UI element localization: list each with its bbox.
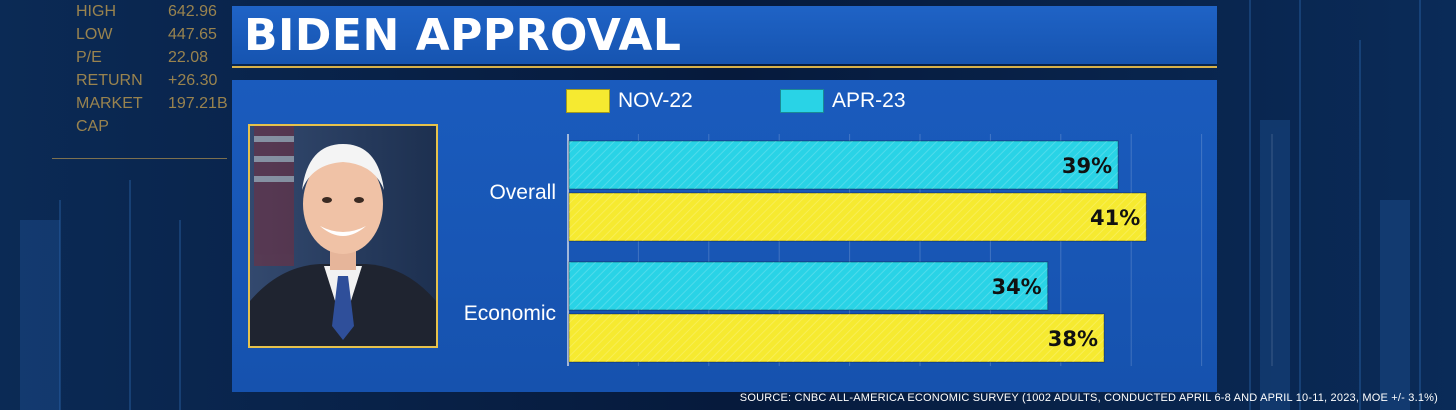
ticker-value: 197.21B (168, 95, 228, 112)
portrait-illustration (250, 126, 436, 346)
chart-title: BIDEN APPROVAL (244, 10, 682, 61)
ticker-value: 447.65 (168, 26, 217, 43)
data-label-economic-apr-23: 34% (991, 275, 1041, 299)
data-label-overall-nov-22: 41% (1090, 206, 1140, 230)
bar-hatch (569, 193, 1147, 241)
ticker-row: LOW 447.65 (76, 23, 248, 46)
ticker-row: P/E 22.08 (76, 46, 248, 69)
ticker-label: LOW (76, 26, 113, 43)
ticker-label: MARKET CAP (76, 95, 143, 135)
title-bar: BIDEN APPROVAL (232, 6, 1217, 64)
legend-swatch-nov-22 (566, 89, 610, 113)
legend-item-nov-22: NOV-22 (566, 89, 693, 113)
ticker-value: 22.08 (168, 49, 209, 66)
ticker-row: HIGH 642.96 (76, 0, 248, 23)
portrait-photo (248, 124, 438, 348)
ticker-value: 642.96 (168, 3, 217, 20)
category-labels: Overall Economic (464, 181, 556, 325)
legend-label-nov-22: NOV-22 (618, 89, 693, 112)
legend-swatch-apr-23 (780, 89, 824, 113)
bar-hatch (569, 314, 1105, 362)
category-label-overall: Overall (489, 181, 556, 204)
stock-ticker-overlay: HIGH 642.96 LOW 447.65 P/E 22.08 RETURN +26.… (76, 0, 248, 138)
ticker-label: RETURN (76, 72, 143, 89)
bar-hatch (569, 141, 1119, 189)
data-label-economic-nov-22: 38% (1048, 327, 1098, 351)
source-note: SOURCE: CNBC ALL-AMERICA ECONOMIC SURVEY… (739, 392, 1438, 404)
ticker-row: MARKET CAP 197.21B (76, 92, 248, 138)
data-label-overall-apr-23: 39% (1062, 154, 1112, 178)
legend-item-apr-23: APR-23 (780, 89, 906, 113)
chart-bars: 39% 41% 34% 38% (568, 140, 1147, 363)
ticker-divider (52, 158, 227, 159)
legend-label-apr-23: APR-23 (832, 89, 906, 112)
ticker-label: P/E (76, 49, 102, 66)
title-underline (232, 66, 1217, 68)
ticker-label: HIGH (76, 3, 116, 20)
ticker-row: RETURN +26.30 (76, 69, 248, 92)
ticker-value: +26.30 (168, 72, 218, 89)
category-label-economic: Economic (464, 302, 556, 325)
bar-hatch (569, 262, 1048, 310)
